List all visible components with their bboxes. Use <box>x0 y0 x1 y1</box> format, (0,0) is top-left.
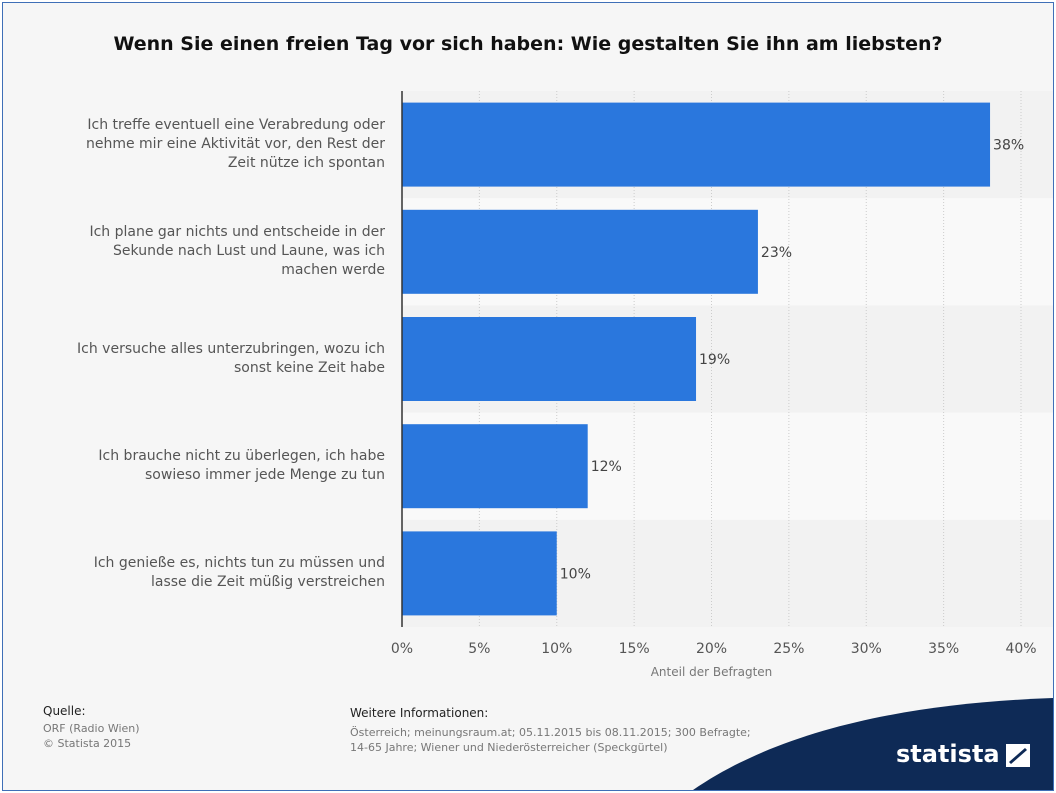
x-tick-label: 20% <box>696 641 727 657</box>
source-heading: Quelle: <box>43 704 86 718</box>
category-label-line: Ich treffe eventuell eine Verabredung od… <box>87 117 385 134</box>
category-label-line: sowieso immer jede Menge zu tun <box>145 467 385 484</box>
category-label-line: Zeit nütze ich spontan <box>227 155 385 172</box>
category-label: Ich treffe eventuell eine Verabredung od… <box>55 116 385 173</box>
category-label-line: nehme mir eine Aktivität vor, den Rest d… <box>85 136 385 153</box>
x-tick-label: 35% <box>928 641 959 657</box>
copyright-line: © Statista 2015 <box>43 737 132 750</box>
data-label: 38% <box>993 138 1024 154</box>
x-tick-label: 25% <box>773 641 804 657</box>
category-label-line: sonst keine Zeit habe <box>234 360 385 376</box>
logo-swoosh <box>693 698 1053 790</box>
category-label-line: Ich versuche alles unterzubringen, wozu … <box>77 341 385 357</box>
logo-text: statista <box>896 740 1000 768</box>
bar <box>402 424 588 509</box>
bar-chart: 38% 23% 19% 12% 10% 0% 5% 10% 15% 20% 25% 30% 35% 40%… <box>391 91 1053 679</box>
x-tick-label: 10% <box>541 641 572 657</box>
x-tick-label: 15% <box>619 641 650 657</box>
category-label-line: Sekunde nach Lust und Laune, was ich <box>113 243 385 260</box>
x-tick-label: 0% <box>391 641 413 657</box>
bar <box>402 531 557 616</box>
data-label: 19% <box>699 352 730 368</box>
category-label: Ich genieße es, nichts tun zu müssen und… <box>55 554 385 592</box>
category-label-line: Ich brauche nicht zu überlegen, ich habe <box>98 448 385 465</box>
category-label-line: lasse die Zeit müßig verstreichen <box>151 574 385 591</box>
chart-title: Wenn Sie einen freien Tag vor sich haben… <box>113 33 943 55</box>
data-label: 10% <box>560 566 591 582</box>
source-text: ORF (Radio Wien) © Statista 2015 <box>43 721 140 751</box>
data-label: 12% <box>591 459 622 475</box>
category-label: Ich plane gar nichts und entscheide in d… <box>55 223 385 280</box>
category-label-line: Ich plane gar nichts und entscheide in d… <box>89 224 385 241</box>
info-line: Österreich; meinungsraum.at; 05.11.2015 … <box>350 726 751 739</box>
bar <box>402 102 991 187</box>
category-label-line: Ich genieße es, nichts tun zu müssen und <box>93 555 385 572</box>
logo-background <box>693 698 1053 790</box>
x-tick-label: 5% <box>468 641 490 657</box>
info-line: 14-65 Jahre; Wiener und Niederösterreich… <box>350 741 668 754</box>
data-label: 23% <box>761 245 792 261</box>
x-tick-label: 30% <box>851 641 882 657</box>
x-axis-title: Anteil der Befragten <box>651 665 773 679</box>
info-heading: Weitere Informationen: <box>350 706 489 720</box>
x-tick-label: 40% <box>1005 641 1036 657</box>
bar <box>402 317 697 401</box>
source-line: ORF (Radio Wien) <box>43 722 140 735</box>
category-label: Ich brauche nicht zu überlegen, ich habe… <box>55 447 385 485</box>
category-label: Ich versuche alles unterzubringen, wozu … <box>55 340 385 378</box>
category-label-line: machen werde <box>281 262 385 279</box>
info-text: Österreich; meinungsraum.at; 05.11.2015 … <box>350 725 751 755</box>
bar <box>402 209 758 294</box>
